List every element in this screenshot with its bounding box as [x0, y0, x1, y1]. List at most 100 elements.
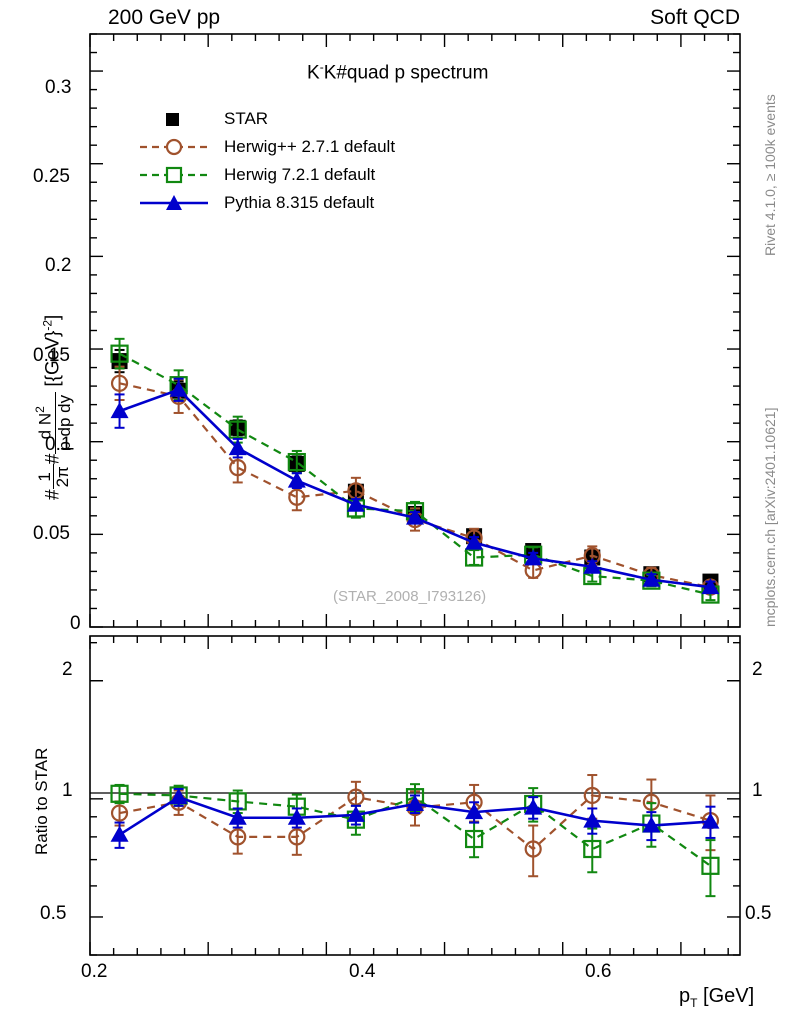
marker-circle-open [406, 798, 424, 817]
y-tick-label-main-5: 0.05 [33, 523, 70, 544]
header-left: 200 GeV pp [108, 6, 221, 29]
marker-square-open [287, 452, 306, 472]
series-star [111, 348, 719, 590]
y-tick-label-main-0: 0.3 [45, 77, 72, 98]
series-line [119, 388, 711, 589]
marker-circle-open [465, 793, 483, 811]
marker-triangle-filled [287, 471, 306, 488]
marker-circle-open [229, 459, 247, 477]
x-axis-title-sub: T [690, 996, 698, 1010]
y-tick-label-main-1: 0.25 [33, 166, 70, 187]
legend-label-herwig7: Herwig 7.2.1 default [224, 165, 376, 184]
marker-triangle-filled [642, 570, 661, 587]
series-herwig-7-2-1-default [110, 337, 720, 604]
marker-square-open [524, 794, 543, 814]
marker-square-open [701, 856, 720, 875]
marker-circle-open [701, 812, 720, 830]
plot-title-text: K [307, 62, 320, 84]
marker-triangle-filled [228, 439, 247, 456]
marker-square-open [169, 376, 188, 395]
y-axis-hash1: # [42, 489, 64, 500]
legend-marker-star [166, 113, 179, 126]
marker-square-open [464, 829, 484, 849]
marker-square-filled [466, 528, 483, 545]
marker-triangle-filled [701, 578, 720, 595]
legend-marker-herwigpp [140, 138, 208, 156]
marker-triangle-filled [583, 811, 602, 828]
marker-square-filled [229, 419, 246, 436]
side-label-rivet: Rivet 4.1.0, ≥ 100k events [762, 94, 778, 256]
marker-square-open [583, 839, 602, 859]
ratio-series-group [110, 774, 720, 898]
marker-triangle-filled [169, 380, 188, 397]
legend-label-pythia: Pythia 8.315 default [224, 193, 375, 212]
y-axis-title-main: # 1 2π # d N2 p dp dy [{GeV}-2] [33, 315, 74, 500]
marker-circle-open [524, 561, 542, 580]
ratio-series-herwig-2-7-1-default [110, 774, 720, 878]
marker-circle-open [465, 529, 483, 547]
marker-square-open [287, 797, 306, 816]
plot-title-main: K#quad p spectrum [323, 62, 489, 84]
x-tick-label-0: 0.2 [81, 961, 108, 982]
main-series-group [110, 337, 720, 604]
marker-circle-open [347, 788, 365, 806]
x-axis-title: pT [GeV] [679, 985, 754, 1010]
marker-square-filled [643, 566, 660, 583]
marker-square-open [464, 548, 484, 567]
marker-square-filled [525, 543, 542, 560]
ratio-series-line [119, 792, 712, 867]
marker-circle-open [110, 374, 129, 392]
x-tick-label-2: 0.6 [585, 961, 612, 982]
legend-label-herwigpp: Herwig++ 2.7.1 default [224, 137, 396, 156]
marker-square-open [642, 814, 661, 833]
marker-triangle-filled [465, 803, 484, 820]
marker-square-open [701, 585, 720, 604]
y-axis-units-sup: -2 [40, 319, 55, 331]
x-tick-label-1: 0.4 [349, 961, 376, 982]
y-axis-frac-den: 2π [53, 466, 73, 488]
y-tick-label-ratio-r-1: 1 [752, 780, 763, 801]
marker-square-filled [111, 353, 128, 370]
marker-triangle-filled [110, 825, 129, 842]
marker-circle-open [406, 510, 424, 529]
marker-circle-open [170, 793, 188, 811]
y-tick-label-ratio-l-05: 0.5 [40, 903, 67, 924]
series-line [119, 382, 711, 589]
marker-circle-open [642, 793, 660, 811]
marker-circle-open [288, 828, 306, 846]
marker-square-filled [347, 483, 364, 500]
marker-square-filled [584, 549, 601, 566]
x-axis-title-p: p [679, 985, 691, 1007]
marker-square-open [169, 786, 188, 805]
series-herwig-2-7-1-default [110, 365, 720, 596]
marker-triangle-filled [701, 812, 720, 829]
marker-triangle-filled [287, 808, 306, 825]
marker-circle-open [583, 786, 601, 805]
y-axis-units: [{GeV} [42, 330, 64, 387]
ratio-series-line [119, 794, 711, 851]
series-line [119, 352, 711, 596]
marker-triangle-filled [524, 549, 543, 566]
marker-circle-open [347, 482, 365, 500]
y-axis-frac-num: 1 [35, 464, 55, 490]
marker-square-open [228, 420, 247, 439]
y-tick-label-ratio-r-05: 0.5 [745, 903, 772, 924]
marker-triangle-filled [406, 508, 424, 525]
x-axis-title-unit: [GeV] [697, 985, 755, 1007]
marker-triangle-filled [228, 808, 247, 825]
marker-circle-open [701, 578, 720, 596]
y-tick-label-main-3: 0.15 [33, 345, 70, 366]
marker-circle-open [110, 804, 129, 822]
legend-marker-pythia [140, 195, 208, 210]
marker-triangle-filled [406, 795, 424, 812]
marker-square-open [228, 792, 247, 811]
marker-triangle-filled [169, 788, 188, 805]
marker-circle-open [642, 566, 660, 584]
ratio-series-pythia-8-315-default [110, 787, 720, 849]
header-right: Soft QCD [650, 6, 740, 29]
marker-square-open [110, 344, 129, 363]
marker-square-filled [407, 505, 423, 522]
marker-square-open [642, 571, 661, 590]
marker-triangle-filled [642, 816, 661, 833]
marker-square-open [524, 545, 543, 564]
